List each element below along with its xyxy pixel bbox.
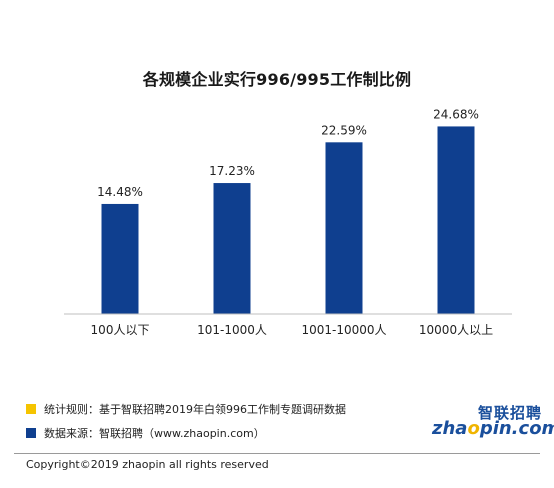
category-label-1: 101-1000人 — [197, 323, 267, 337]
value-label-0: 14.48% — [97, 185, 143, 199]
copyright-text: Copyright©2019 zhaopin all rights reserv… — [26, 458, 269, 471]
yellow-square-icon — [26, 404, 36, 414]
value-label-1: 17.23% — [209, 164, 255, 178]
blue-square-icon — [26, 428, 36, 438]
logo-part-a: zha — [432, 418, 468, 439]
category-label-3: 10000人以上 — [419, 323, 493, 337]
value-label-2: 22.59% — [321, 123, 367, 137]
bar-1 — [213, 183, 251, 314]
bar-2 — [325, 142, 363, 314]
chart-title: 各规模企业实行996/995工作制比例 — [142, 70, 412, 89]
note-source: 数据来源：智联招聘（www.zhaopin.com） — [26, 425, 265, 441]
category-label-2: 1001-10000人 — [301, 323, 386, 337]
note-rule: 统计规则：基于智联招聘2019年白领996工作制专题调研数据 — [26, 401, 346, 417]
value-label-3: 24.68% — [433, 107, 479, 121]
bar-0 — [101, 203, 139, 314]
logo-part-b: pin.com — [479, 418, 554, 439]
logo-part-dot: o — [467, 418, 480, 439]
footer-divider — [14, 453, 540, 454]
note-source-text: 数据来源：智联招聘（www.zhaopin.com） — [44, 427, 265, 440]
logo-bottom-text: zhaopin.com — [432, 418, 554, 439]
zhaopin-logo: 智联招聘 zhaopin.com — [432, 402, 554, 442]
note-rule-text: 统计规则：基于智联招聘2019年白领996工作制专题调研数据 — [44, 403, 346, 416]
category-label-0: 100人以下 — [91, 323, 150, 337]
bar-3 — [437, 126, 475, 314]
logo-top-text: 智联招聘 — [477, 404, 542, 422]
bar-chart: 14.48% 100人以下 17.23% 101-1000人 22.59% 1001-10… — [64, 107, 512, 337]
